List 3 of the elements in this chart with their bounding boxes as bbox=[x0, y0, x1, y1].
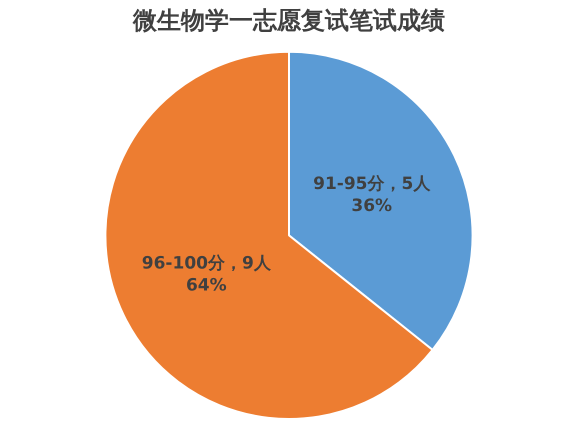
slice-label: 96-100分，9人 64% bbox=[142, 254, 272, 296]
slice-label: 91-95分，5人 36% bbox=[313, 174, 432, 216]
chart-title: 微生物学一志愿复试笔试成绩 bbox=[132, 6, 445, 35]
